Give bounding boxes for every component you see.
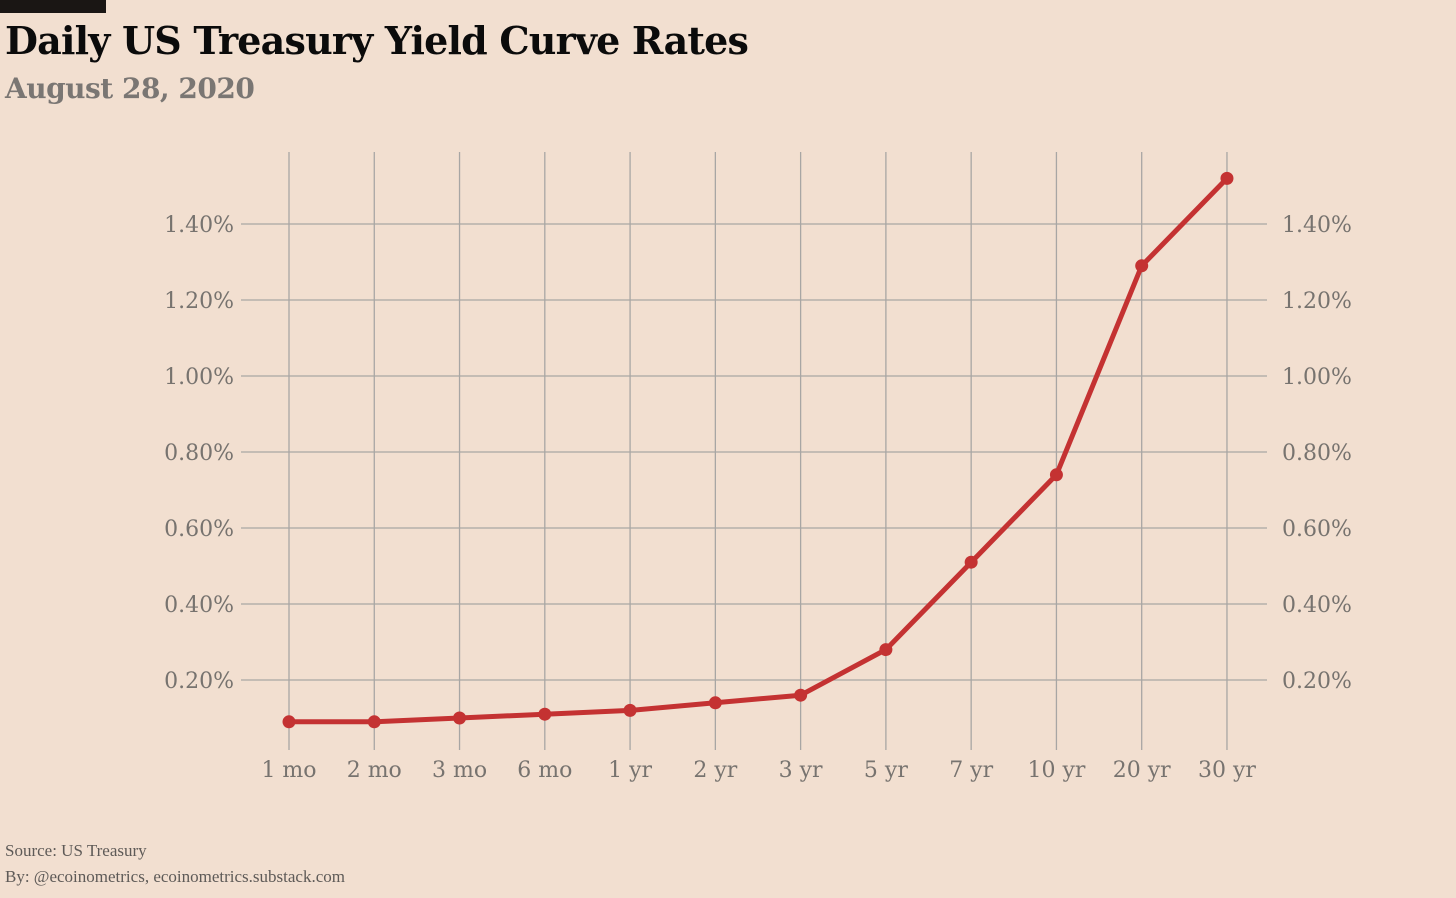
- data-point-20-yr: [1135, 259, 1149, 273]
- vertical-gridlines: [288, 152, 1228, 750]
- top-accent-bar: [0, 0, 106, 13]
- x-axis: 1 mo 2 mo 3 mo 6 mo 1 yr 2 yr 3 yr 5 yr 7 yr 10 y…: [261, 758, 1256, 783]
- data-point-3-yr: [794, 688, 808, 702]
- x-tick-label: 5 yr: [864, 758, 908, 783]
- series-line: [286, 175, 1230, 725]
- data-point-1-yr: [623, 703, 637, 717]
- y-tick-label-right: 1.20%: [1282, 289, 1352, 314]
- x-tick-label: 3 yr: [779, 758, 823, 783]
- y-tick-label-right: 0.40%: [1282, 593, 1352, 618]
- data-point-30-yr: [1220, 171, 1234, 185]
- data-point-6-mo: [538, 707, 552, 721]
- y-tick-label-right: 0.60%: [1282, 517, 1352, 542]
- y-tick-label-right: 1.00%: [1282, 365, 1352, 390]
- y-tick-label-left: 1.40%: [164, 213, 234, 238]
- data-point-5-yr: [879, 643, 893, 657]
- x-tick-label: 7 yr: [949, 758, 993, 783]
- x-tick-label: 10 yr: [1027, 758, 1085, 783]
- x-tick-label: 30 yr: [1198, 758, 1256, 783]
- y-tick-label-left: 0.40%: [164, 593, 234, 618]
- data-point-7-yr: [964, 555, 978, 569]
- horizontal-gridlines: [241, 223, 1267, 681]
- y-tick-label-right: 0.80%: [1282, 441, 1352, 466]
- x-tick-label: 3 mo: [432, 758, 487, 783]
- x-tick-label: 2 mo: [347, 758, 402, 783]
- data-point-10-yr: [1049, 468, 1063, 482]
- y-tick-label-left: 1.20%: [164, 289, 234, 314]
- x-tick-label: 1 mo: [261, 758, 316, 783]
- y-tick-label-left: 0.60%: [164, 517, 234, 542]
- x-tick-label: 20 yr: [1113, 758, 1171, 783]
- x-tick-label: 6 mo: [517, 758, 572, 783]
- chart-subtitle: August 28, 2020: [5, 72, 255, 105]
- data-point-2-yr: [708, 696, 722, 710]
- y-tick-label-left: 0.20%: [164, 669, 234, 694]
- byline-note: By: @ecoinometrics, ecoinometrics.substa…: [5, 867, 345, 886]
- x-tick-label: 1 yr: [608, 758, 652, 783]
- source-note: Source: US Treasury: [5, 841, 147, 860]
- data-point-2-mo: [367, 715, 381, 729]
- y-tick-label-left: 1.00%: [164, 365, 234, 390]
- data-point-3-mo: [453, 711, 467, 725]
- y-axis-right: 0.20% 0.40% 0.60% 0.80% 1.00% 1.20% 1.40%: [1282, 213, 1352, 694]
- chart-title: Daily US Treasury Yield Curve Rates: [5, 18, 749, 63]
- data-point-1-mo: [282, 715, 296, 729]
- y-tick-label-right: 0.20%: [1282, 669, 1352, 694]
- y-tick-label-right: 1.40%: [1282, 213, 1352, 238]
- y-axis-left: 0.20% 0.40% 0.60% 0.80% 1.00% 1.20% 1.40%: [164, 213, 234, 694]
- series-layer: [282, 171, 1234, 729]
- y-tick-label-left: 0.80%: [164, 441, 234, 466]
- x-tick-label: 2 yr: [693, 758, 737, 783]
